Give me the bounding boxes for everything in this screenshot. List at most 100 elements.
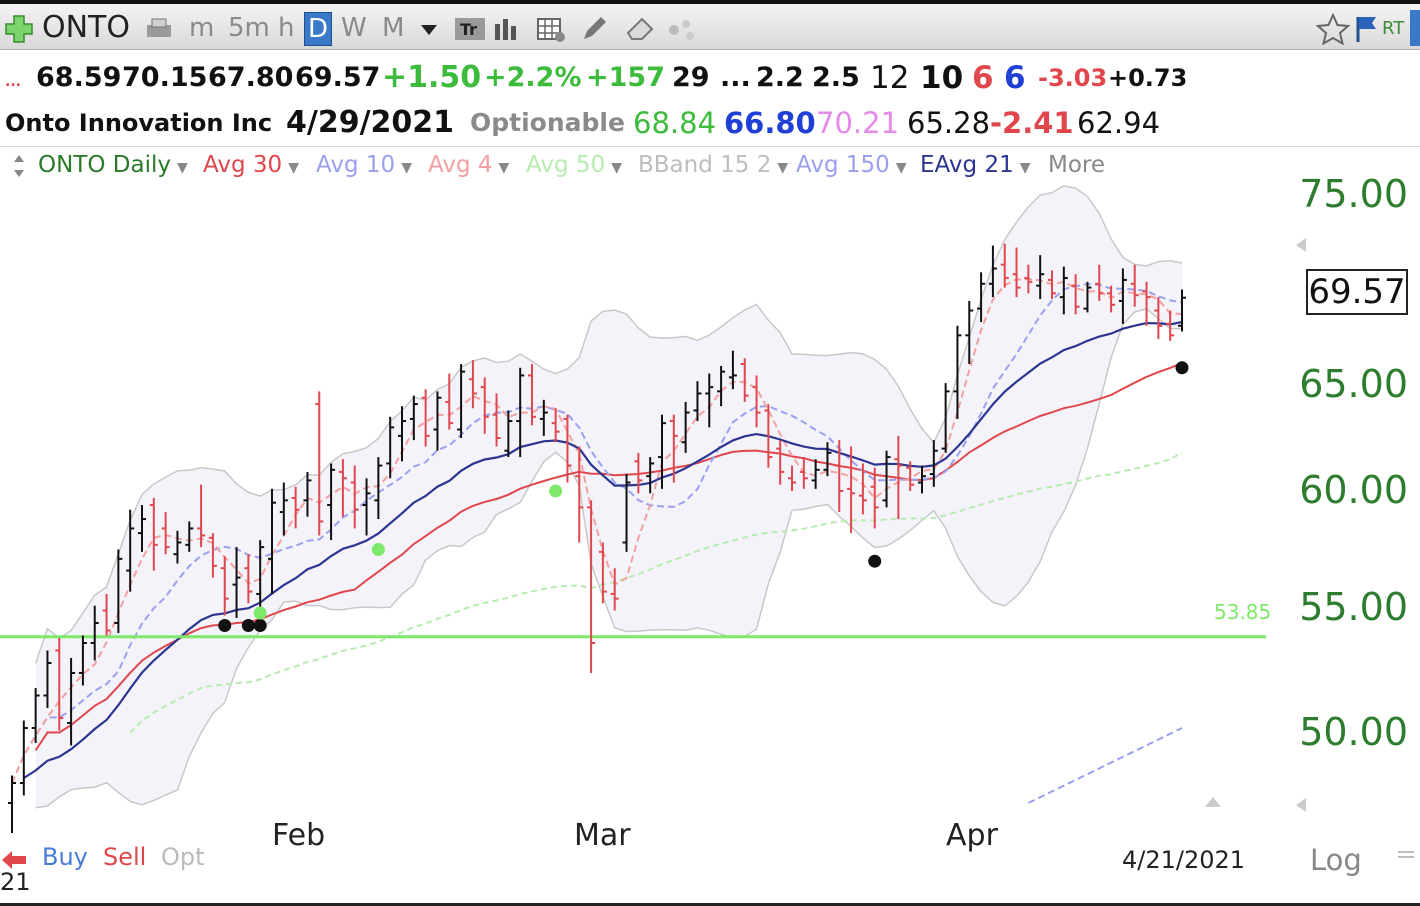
signal-dot [549, 484, 563, 498]
y-tick-75: 75.00 [1299, 172, 1408, 216]
ohlc-bar [468, 360, 477, 409]
bollinger-upper-line [34, 185, 1183, 664]
ohlc-bar [43, 650, 52, 708]
y-tick-60: 60.00 [1299, 468, 1408, 512]
indicator-label: More [1048, 152, 1106, 178]
signal-dot [241, 619, 255, 632]
value-157: +157 [586, 62, 665, 93]
ohlc-bar [1142, 281, 1151, 326]
scroll-up-icon[interactable] [1294, 236, 1308, 254]
ohlc-bar [232, 547, 241, 618]
ohlc-bar [1000, 243, 1009, 288]
timeframe-5m[interactable]: 5m [228, 13, 270, 43]
value-c: 70.21 [816, 106, 900, 140]
ohlc-bar [67, 658, 76, 746]
ohlc-bar [315, 391, 324, 536]
sell-button[interactable]: Sell [103, 843, 147, 871]
flag-icon[interactable] [1354, 14, 1380, 44]
ohlc-bar [551, 408, 560, 443]
ohlc-bar [31, 688, 40, 743]
ohlc-bar [1048, 270, 1056, 300]
indicator-bband[interactable]: BBand 15 2 ▼ [638, 152, 789, 178]
ohlc-bar [929, 440, 938, 487]
ohlc-bar [1059, 266, 1068, 315]
bar-chart-icon[interactable] [492, 16, 522, 42]
add-icon[interactable] [4, 14, 34, 44]
value-b: 66.80 [724, 106, 816, 140]
timeframe-m-monthly[interactable]: M [382, 13, 405, 43]
close-price: 69.57 [295, 62, 381, 93]
buy-button[interactable]: Buy [42, 843, 88, 871]
ohlc-bar [291, 486, 300, 529]
ellipsis-text: ... [720, 62, 751, 93]
ohlc-bar [965, 300, 974, 364]
timeframe-h[interactable]: h [278, 13, 295, 43]
ohlc-bar [646, 457, 655, 494]
ohlc-bar [114, 549, 123, 633]
ohlc-bar [776, 440, 785, 485]
pencil-icon[interactable] [580, 15, 610, 43]
menu-lines-icon[interactable] [1396, 850, 1416, 862]
scroll-down-icon[interactable] [1294, 796, 1308, 814]
ohlc-bar [208, 533, 217, 578]
ohlc-bar [492, 393, 501, 447]
value-6-blue: 6 [1004, 60, 1026, 96]
indicator-avg50[interactable]: Avg 50 ▼ [526, 152, 622, 178]
ohlc-bar [161, 512, 170, 555]
timeframe-d[interactable]: D [304, 12, 333, 46]
timeframe-m[interactable]: m [189, 13, 215, 43]
indicator-label: BBand 15 2 [638, 152, 772, 178]
ohlc-bar [658, 414, 666, 489]
value-a: 68.84 [633, 106, 717, 140]
trade-arrows-icon[interactable] [0, 846, 30, 874]
ohlc-bar [988, 245, 997, 298]
indicator-avg10[interactable]: Avg 10 ▼ [316, 152, 412, 178]
text-tool-icon[interactable]: Tr [454, 16, 486, 42]
value-d: 65.28 [907, 106, 991, 140]
scroll-up-arrow-icon[interactable] [1204, 796, 1222, 808]
ohlc-bar [906, 461, 915, 491]
timeframe-w[interactable]: W [341, 13, 367, 43]
ohlc-bar [149, 498, 158, 571]
indicator-avg4[interactable]: Avg 4 ▼ [428, 152, 510, 178]
value-e: -2.41 [990, 106, 1074, 140]
symbol-label[interactable]: ONTO [42, 10, 130, 45]
ohlc-bar [445, 373, 454, 430]
printer-icon[interactable] [144, 16, 174, 42]
ohlc-bar [1012, 247, 1021, 298]
grid-settings-icon[interactable] [536, 15, 568, 45]
ohlc-bar [374, 457, 383, 520]
indicator-more[interactable]: More [1048, 150, 1105, 180]
indicator-eavg21[interactable]: EAvg 21 ▼ [920, 152, 1031, 178]
rt-label[interactable]: RT [1382, 18, 1405, 39]
ohlc-bar [634, 452, 643, 494]
ohlc-bar [197, 484, 206, 548]
updown-icon[interactable] [12, 154, 26, 178]
ohlc-bar [575, 446, 584, 543]
signal-dot [868, 554, 882, 568]
indicator-label: Avg 10 [316, 152, 396, 178]
opt-button[interactable]: Opt [161, 843, 205, 871]
indicator-onto-daily[interactable]: ONTO Daily ▼ [38, 152, 188, 178]
indicator-label: Avg 50 [526, 152, 606, 178]
star-icon[interactable] [1316, 13, 1350, 45]
value-pos: +0.73 [1108, 64, 1188, 92]
ohlc-bar [90, 605, 99, 661]
ohlc-bar [8, 775, 16, 833]
indicator-avg150[interactable]: Avg 150 ▼ [796, 152, 907, 178]
ohlc-bar [1107, 285, 1116, 313]
value-29: 29 [672, 62, 710, 93]
ohlc-bar [799, 457, 808, 489]
dropdown-icon[interactable] [420, 24, 438, 36]
dots-icon[interactable] [666, 17, 702, 43]
quote-date: 4/29/2021 [286, 105, 455, 140]
log-toggle[interactable]: Log [1310, 843, 1362, 877]
ohlc-bar [244, 554, 253, 604]
y-tick-55: 55.00 [1299, 585, 1408, 629]
eraser-icon[interactable] [624, 15, 656, 43]
indicator-avg30[interactable]: Avg 30 ▼ [203, 152, 299, 178]
scroll-edge [1410, 10, 1420, 46]
ohlc-bar [1071, 274, 1080, 315]
ohlc-bar [598, 542, 607, 604]
